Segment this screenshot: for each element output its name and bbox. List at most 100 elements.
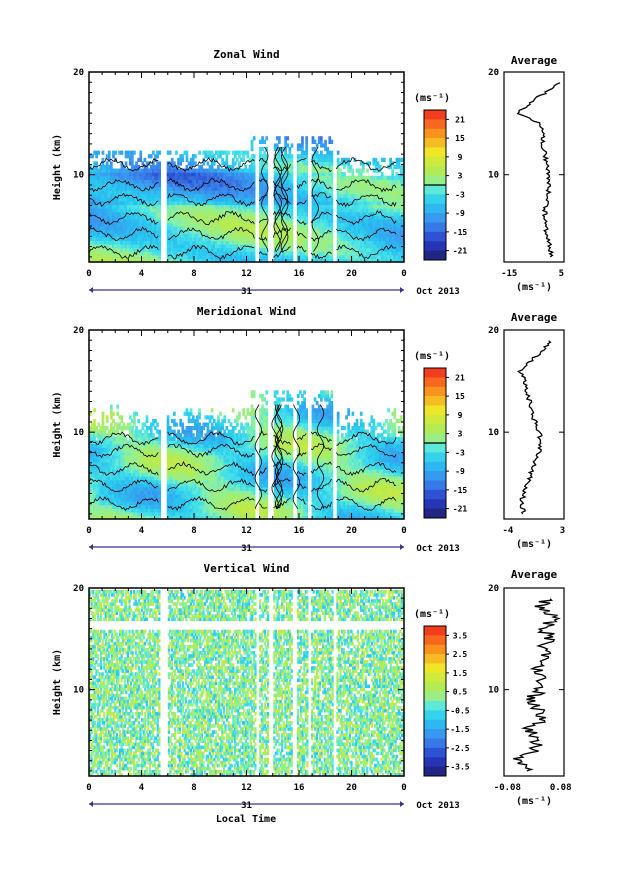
x-tick-label: 16: [294, 783, 305, 793]
colorbar-tick-label: 9: [458, 153, 463, 162]
colorbar-unit: (ms⁻¹): [414, 351, 450, 362]
colorbar-tick-label: -21: [453, 505, 468, 514]
day-axis-left-marker: [89, 544, 93, 550]
colorbar-tick-label: 3: [458, 430, 463, 439]
x-tick-label: 4: [139, 526, 145, 536]
y-tick-label: 20: [73, 326, 84, 336]
day-axis-right-marker: [400, 287, 404, 293]
average-profile: Average 10 20 -4 3 (ms⁻¹): [488, 311, 565, 550]
colorbar-tick-label: -3: [455, 190, 465, 199]
colorbar-tick-label: 0.5: [453, 688, 468, 697]
colorbar-tick-label: -15: [453, 228, 468, 237]
colorbar-tick-label: 9: [458, 411, 463, 420]
x-tick-label: 0: [86, 783, 91, 793]
day-label: 31: [241, 287, 252, 297]
average-x-label: (ms⁻¹): [516, 796, 552, 807]
colorbar-tick-label: 3: [458, 172, 463, 181]
contour-lines: [88, 404, 397, 512]
panel-2: 0 4 8 12 16 20 0 10 20 Vertical Wind Height (km) 31…: [51, 562, 572, 811]
average-frame: [503, 329, 565, 520]
colorbar-tick-label: 21: [455, 373, 465, 382]
panel-0: 0 4 8 12 16 20 0 10 20 Zonal Wind Height (km) 31 Oct…: [51, 48, 565, 297]
average-y-tick-label: 10: [488, 171, 499, 181]
colorbar-tick-label: 2.5: [453, 650, 468, 659]
average-frame: [503, 587, 565, 777]
average-x-tick-label: -15: [501, 269, 517, 279]
average-title: Average: [511, 54, 558, 67]
x-tick-label: 4: [139, 783, 145, 793]
colorbar: (ms⁻¹) 3.5 2.5 1.5 0.5 -0.5 -1.5 -2.5 -3.5: [414, 609, 470, 777]
x-tick-label: 8: [191, 783, 196, 793]
average-title: Average: [511, 568, 558, 581]
panel-title: Vertical Wind: [203, 562, 289, 575]
colorbar-tick-label: -9: [455, 209, 465, 218]
day-axis-right-marker: [400, 544, 404, 550]
average-x-tick-label: 0.08: [550, 783, 572, 793]
colorbar-tick-label: -0.5: [450, 706, 469, 715]
day-axis-right-marker: [400, 801, 404, 807]
colorbar: (ms⁻¹) 21 15 9 3 -3 -9 -15 -21: [414, 351, 468, 519]
date-label: Oct 2013: [416, 801, 459, 811]
date-label: Oct 2013: [416, 544, 459, 554]
heatmap-cells: [89, 590, 405, 777]
average-y-tick-label: 10: [488, 428, 499, 438]
colorbar-tick-label: -21: [453, 247, 468, 256]
x-axis-label: Local Time: [216, 813, 276, 825]
contour-lines: [88, 146, 397, 260]
panel-1: 0 4 8 12 16 20 0 10 20 Meridional Wind Height (km)…: [51, 305, 565, 554]
y-tick-label: 10: [73, 171, 84, 181]
x-tick-label: 12: [241, 783, 252, 793]
y-tick-label: 20: [73, 584, 84, 594]
x-tick-label: 20: [346, 526, 357, 536]
y-axis-label: Height (km): [51, 134, 63, 200]
y-tick-label: 20: [73, 68, 84, 78]
average-x-tick-label: -4: [502, 526, 513, 536]
x-tick-label: 16: [294, 269, 305, 279]
colorbar-tick-label: 3.5: [453, 631, 468, 640]
heatmap-cells: [89, 136, 405, 263]
y-tick-label: 10: [73, 428, 84, 438]
day-label: 31: [241, 801, 252, 811]
x-tick-label: 8: [191, 269, 196, 279]
y-axis-label: Height (km): [51, 391, 63, 457]
colorbar-tick-label: -3.5: [450, 763, 469, 772]
colorbar-tick-label: 21: [455, 115, 465, 124]
average-profile-line: [513, 598, 561, 772]
colorbar-unit: (ms⁻¹): [414, 93, 450, 104]
x-tick-label: 0: [86, 526, 91, 536]
x-tick-label: 0: [401, 269, 406, 279]
colorbar-tick-label: 15: [455, 392, 465, 401]
average-y-tick-label: 20: [488, 326, 499, 336]
average-y-tick-label: 20: [488, 584, 499, 594]
average-profile: Average 10 20 -0.08 0.08 (ms⁻¹): [488, 568, 571, 807]
average-y-tick-label: 20: [488, 68, 499, 78]
x-tick-label: 0: [401, 526, 406, 536]
x-tick-label: 0: [401, 783, 406, 793]
colorbar-tick-label: 1.5: [453, 669, 468, 678]
x-tick-label: 12: [241, 269, 252, 279]
day-label: 31: [241, 544, 252, 554]
colorbar-tick-label: -15: [453, 486, 468, 495]
y-axis-label: Height (km): [51, 649, 63, 715]
average-profile-line: [516, 82, 561, 258]
average-profile-line: [516, 340, 552, 515]
minor-ticks: [88, 587, 405, 776]
minor-ticks: [88, 329, 405, 519]
x-tick-label: 16: [294, 526, 305, 536]
colorbar-frame: [423, 625, 447, 777]
x-tick-label: 0: [86, 269, 91, 279]
panel-title: Zonal Wind: [213, 48, 279, 61]
x-tick-label: 8: [191, 526, 196, 536]
average-x-tick-label: -0.08: [494, 783, 521, 793]
average-x-tick-label: 3: [560, 526, 565, 536]
colorbar: (ms⁻¹) 21 15 9 3 -3 -9 -15 -21: [414, 93, 468, 261]
average-frame: [503, 71, 565, 263]
x-tick-label: 20: [346, 783, 357, 793]
colorbar-tick-label: -2.5: [450, 744, 469, 753]
minor-ticks: [88, 71, 405, 262]
day-axis-left-marker: [89, 801, 93, 807]
date-label: Oct 2013: [416, 287, 459, 297]
y-tick-label: 10: [73, 686, 84, 696]
average-x-label: (ms⁻¹): [516, 282, 552, 293]
